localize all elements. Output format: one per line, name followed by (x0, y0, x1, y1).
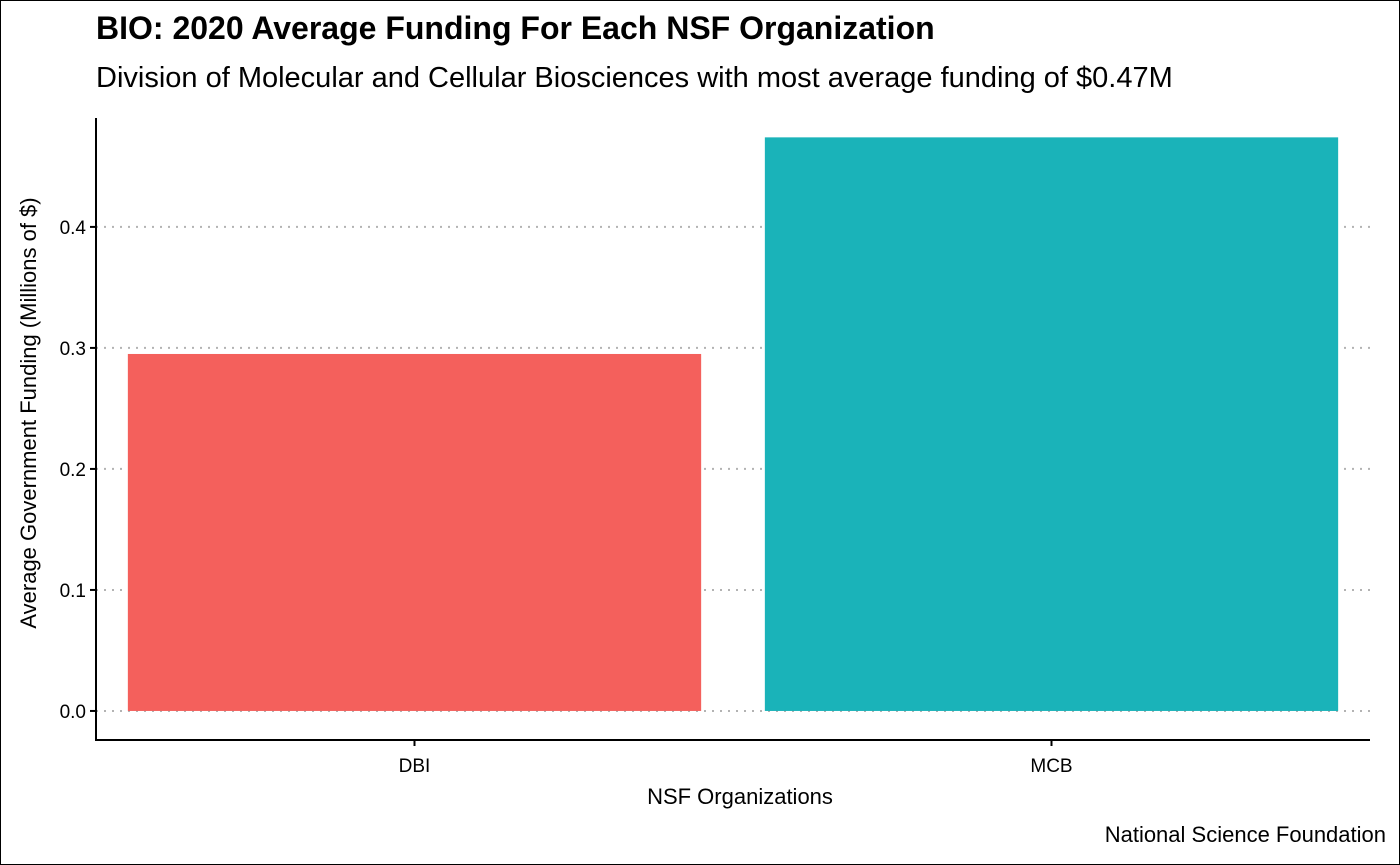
y-axis-title: Average Government Funding (Millions of … (16, 197, 41, 628)
chart-title: BIO: 2020 Average Funding For Each NSF O… (96, 10, 935, 46)
bars (127, 137, 1339, 711)
chart-subtitle: Division of Molecular and Cellular Biosc… (96, 62, 1173, 94)
y-tick-label: 0.1 (60, 581, 86, 602)
y-tick-label: 0.2 (60, 460, 86, 481)
y-tick-label: 0.4 (60, 218, 87, 239)
bar-dbi (127, 353, 702, 711)
bar-mcb (764, 137, 1339, 711)
chart-caption: National Science Foundation (1104, 822, 1386, 847)
x-tick-label: DBI (399, 756, 431, 777)
x-axis-title: NSF Organizations (647, 784, 833, 809)
x-axis-ticks: DBI MCB (399, 740, 1073, 777)
x-tick-label: MCB (1030, 756, 1072, 777)
y-tick-label: 0.0 (60, 702, 86, 723)
y-tick-label: 0.3 (60, 339, 86, 360)
y-axis-ticks: 0.0 0.1 0.2 0.3 0.4 (60, 218, 96, 723)
